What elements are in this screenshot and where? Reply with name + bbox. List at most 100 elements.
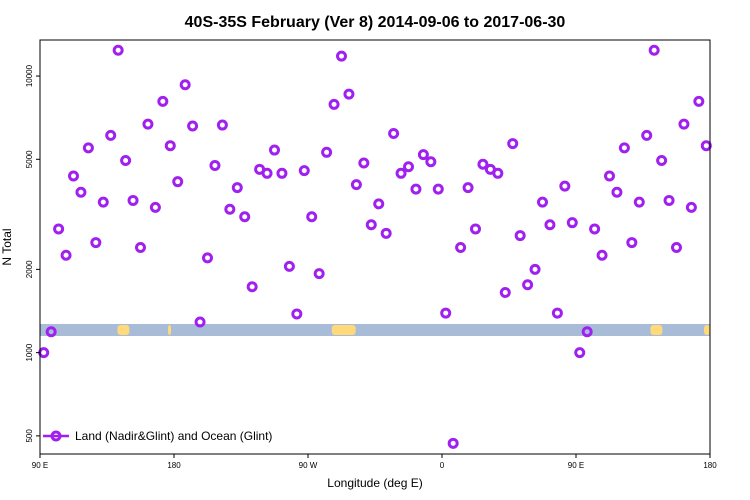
data-point-14: [142, 118, 154, 130]
data-point-51: [417, 149, 429, 161]
data-point-45: [373, 198, 385, 210]
data-point-87: [685, 201, 697, 213]
data-point-83: [656, 155, 668, 167]
region-band: [40, 324, 710, 336]
data-point-79: [626, 237, 638, 249]
x-tick-label-3: 0: [440, 461, 445, 470]
data-point-78: [618, 142, 630, 154]
data-point-80: [633, 196, 645, 208]
y-axis-label: N Total: [0, 228, 14, 265]
y-tick-label-4: 10000: [25, 64, 34, 87]
data-point-58: [470, 223, 481, 235]
data-point-71: [566, 217, 578, 229]
land-segment-0: [117, 325, 130, 335]
data-point-40: [336, 50, 347, 62]
data-point-61: [492, 167, 504, 179]
data-point-65: [522, 279, 534, 291]
x-tick-label-0: 90 E: [32, 461, 48, 470]
data-point-10: [112, 44, 124, 56]
data-point-85: [671, 241, 682, 253]
data-point-62: [499, 286, 511, 298]
data-point-0: [38, 347, 50, 359]
data-points: [38, 44, 712, 449]
data-point-39: [328, 98, 340, 110]
data-point-68: [544, 219, 556, 231]
data-point-7: [90, 237, 102, 249]
land-segment-2: [331, 325, 356, 335]
data-point-2: [53, 223, 65, 235]
plot-frame: [39, 39, 711, 455]
legend-marker: [50, 430, 62, 442]
data-point-67: [537, 196, 548, 208]
data-point-8: [97, 196, 109, 208]
data-point-76: [604, 170, 615, 182]
data-point-33: [283, 260, 295, 272]
band-strip: [40, 324, 710, 336]
data-point-66: [529, 263, 541, 275]
y-tick-label-2: 2000: [25, 260, 34, 278]
y-axis: 500 1000 2000 5000 10000: [25, 64, 40, 443]
x-tick-label-2: 90 W: [299, 461, 318, 470]
data-point-88: [693, 95, 705, 107]
data-point-49: [403, 161, 414, 173]
x-axis: 90 E 180 90 W 0 90 E 180: [32, 454, 717, 470]
data-point-64: [514, 230, 526, 242]
data-point-17: [164, 140, 176, 152]
data-point-35: [298, 165, 310, 177]
data-point-21: [194, 316, 206, 328]
x-tick-label-5: 180: [703, 461, 717, 470]
data-point-43: [358, 157, 370, 169]
land-segment-4: [704, 325, 710, 335]
data-point-22: [202, 252, 213, 264]
chart-title: 40S-35S February (Ver 8) 2014-09-06 to 2…: [185, 14, 566, 31]
data-point-89: [700, 140, 712, 152]
legend: Land (Nadir&Glint) and Ocean (Glint): [43, 429, 272, 443]
data-point-57: [462, 182, 474, 194]
data-point-46: [380, 227, 392, 239]
data-point-1: [45, 326, 57, 338]
data-point-77: [611, 186, 623, 198]
data-point-5: [75, 186, 87, 198]
data-point-48: [395, 167, 407, 179]
data-point-84: [663, 194, 675, 206]
data-point-28: [246, 281, 258, 293]
x-axis-label: Longitude (deg E): [327, 476, 422, 490]
data-point-82: [648, 44, 660, 56]
data-point-38: [321, 146, 333, 158]
data-point-6: [82, 142, 94, 154]
data-point-53: [432, 183, 444, 195]
y-tick-label-3: 5000: [25, 150, 34, 168]
data-point-13: [135, 241, 146, 253]
legend-entry: Land (Nadir&Glint) and Ocean (Glint): [75, 429, 272, 443]
data-point-36: [306, 211, 318, 223]
data-point-9: [105, 129, 117, 141]
y-tick-label-1: 1000: [25, 343, 34, 361]
data-point-20: [187, 120, 199, 132]
land-segment-1: [168, 325, 172, 335]
data-point-31: [269, 144, 280, 156]
x-tick-label-1: 180: [167, 461, 181, 470]
data-point-86: [678, 118, 690, 130]
data-point-37: [313, 268, 325, 280]
data-point-50: [410, 183, 422, 195]
data-point-25: [224, 203, 236, 215]
land-segment-3: [650, 325, 663, 335]
data-point-26: [231, 182, 243, 194]
y-tick-label-0: 500: [25, 429, 34, 443]
data-point-56: [455, 241, 467, 253]
data-point-41: [343, 88, 355, 100]
data-point-52: [425, 156, 437, 168]
data-point-4: [68, 170, 79, 182]
data-point-3: [60, 249, 72, 261]
data-point-42: [350, 179, 362, 191]
data-point-73: [581, 326, 593, 338]
data-point-74: [589, 223, 601, 235]
data-point-12: [127, 194, 139, 206]
data-point-72: [574, 347, 586, 359]
data-point-11: [120, 155, 132, 167]
data-point-44: [365, 219, 377, 231]
data-point-24: [216, 119, 228, 131]
data-point-34: [291, 308, 303, 320]
data-point-18: [172, 176, 184, 188]
